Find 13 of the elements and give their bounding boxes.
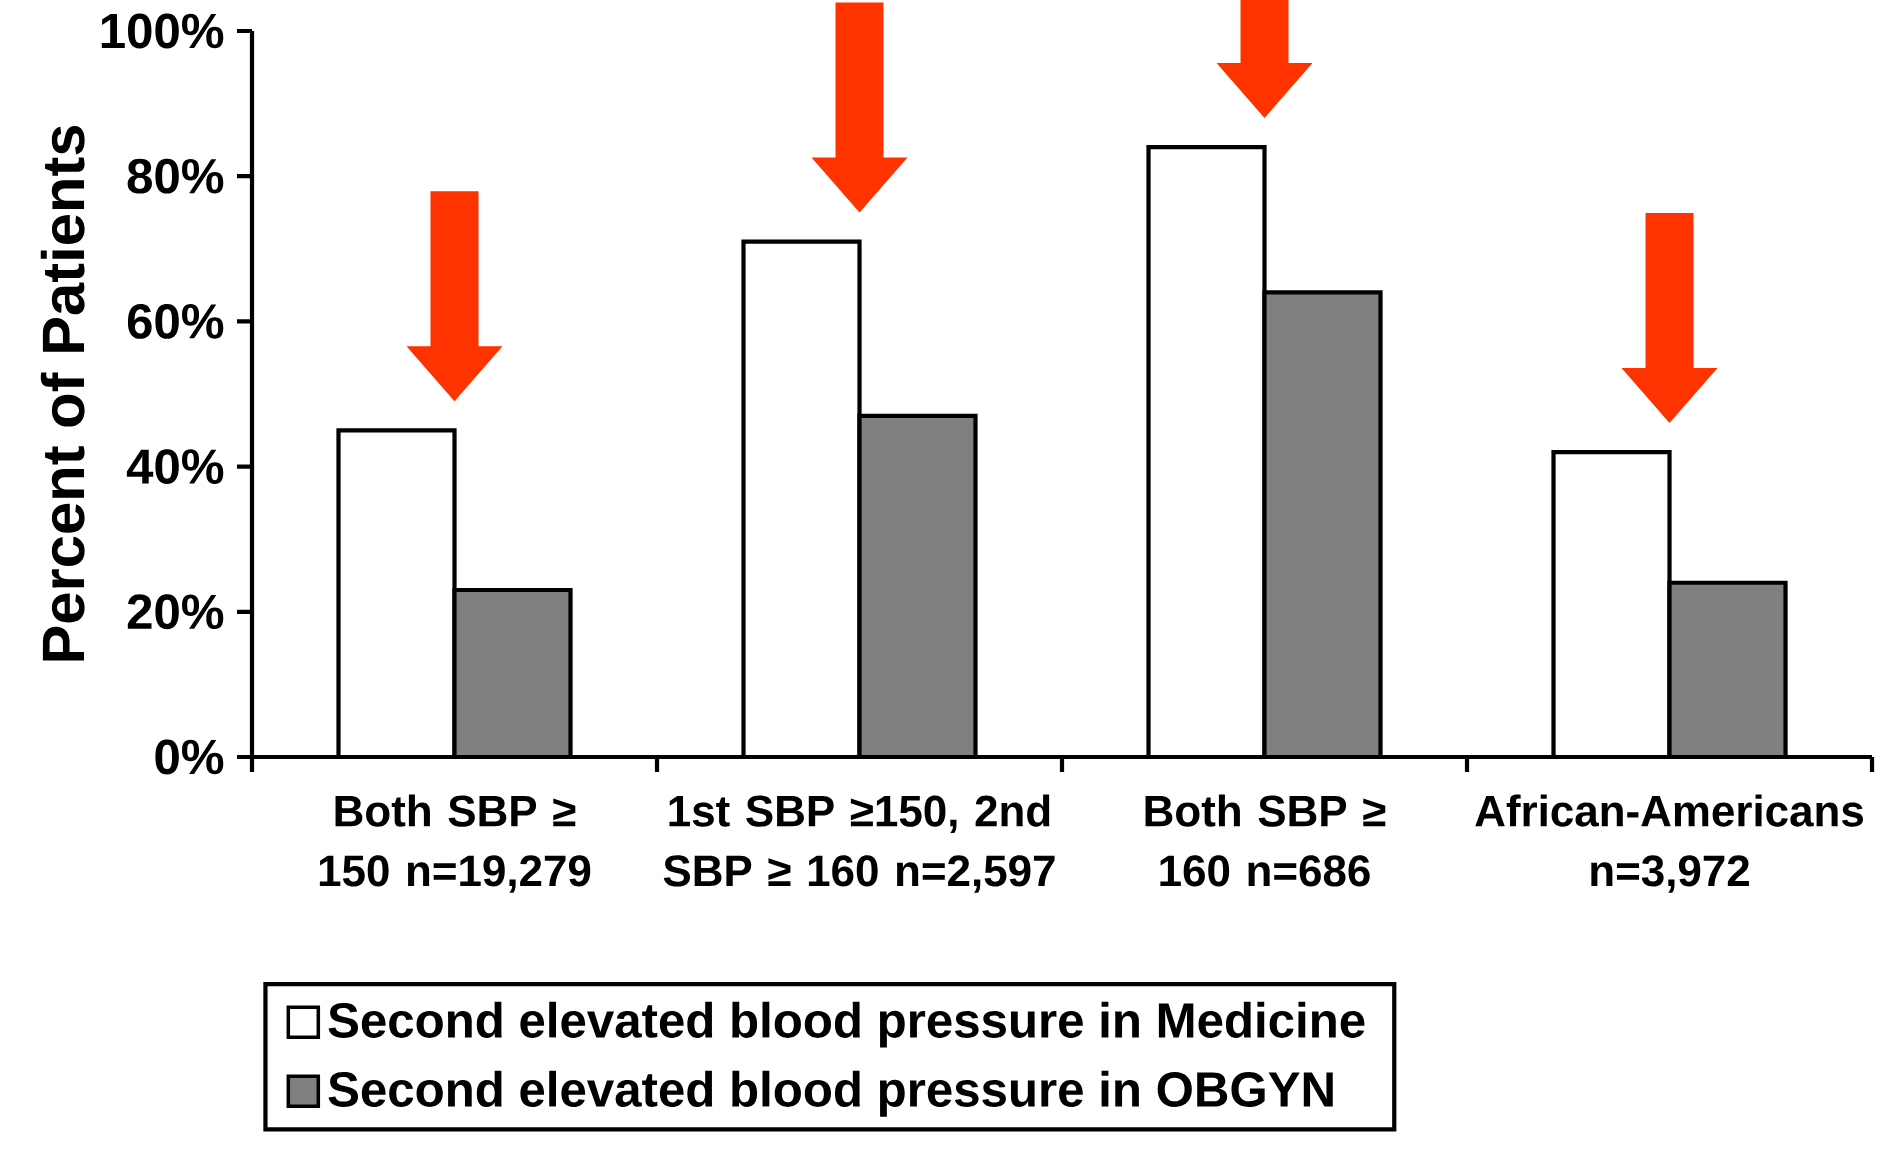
x-tick-label: African-Americans n=3,972 <box>1475 794 1864 893</box>
y-tick-label: 100% <box>101 13 224 49</box>
y-tick-label: 80% <box>127 158 224 194</box>
y-tick-label: 20% <box>127 594 224 630</box>
y-tick-label: 0% <box>155 739 224 775</box>
x-tick-label: Both SBP ≥ 150 n=19,279 <box>319 794 591 893</box>
y-axis-title: Percent of Patients <box>40 125 85 661</box>
y-tick-label: 40% <box>126 449 224 485</box>
x-tick-label: Both SBP ≥ 160 n=686 <box>1145 794 1386 887</box>
y-tick-label: 60% <box>127 303 224 339</box>
legend-label: Second elevated blood pressure in OBGYN <box>328 1070 1333 1117</box>
legend-label: Second elevated blood pressure in Medicine <box>328 1001 1365 1048</box>
x-tick-label: 1st SBP ≥150, 2nd SBP ≥ 160 n=2,597 <box>663 794 1055 893</box>
